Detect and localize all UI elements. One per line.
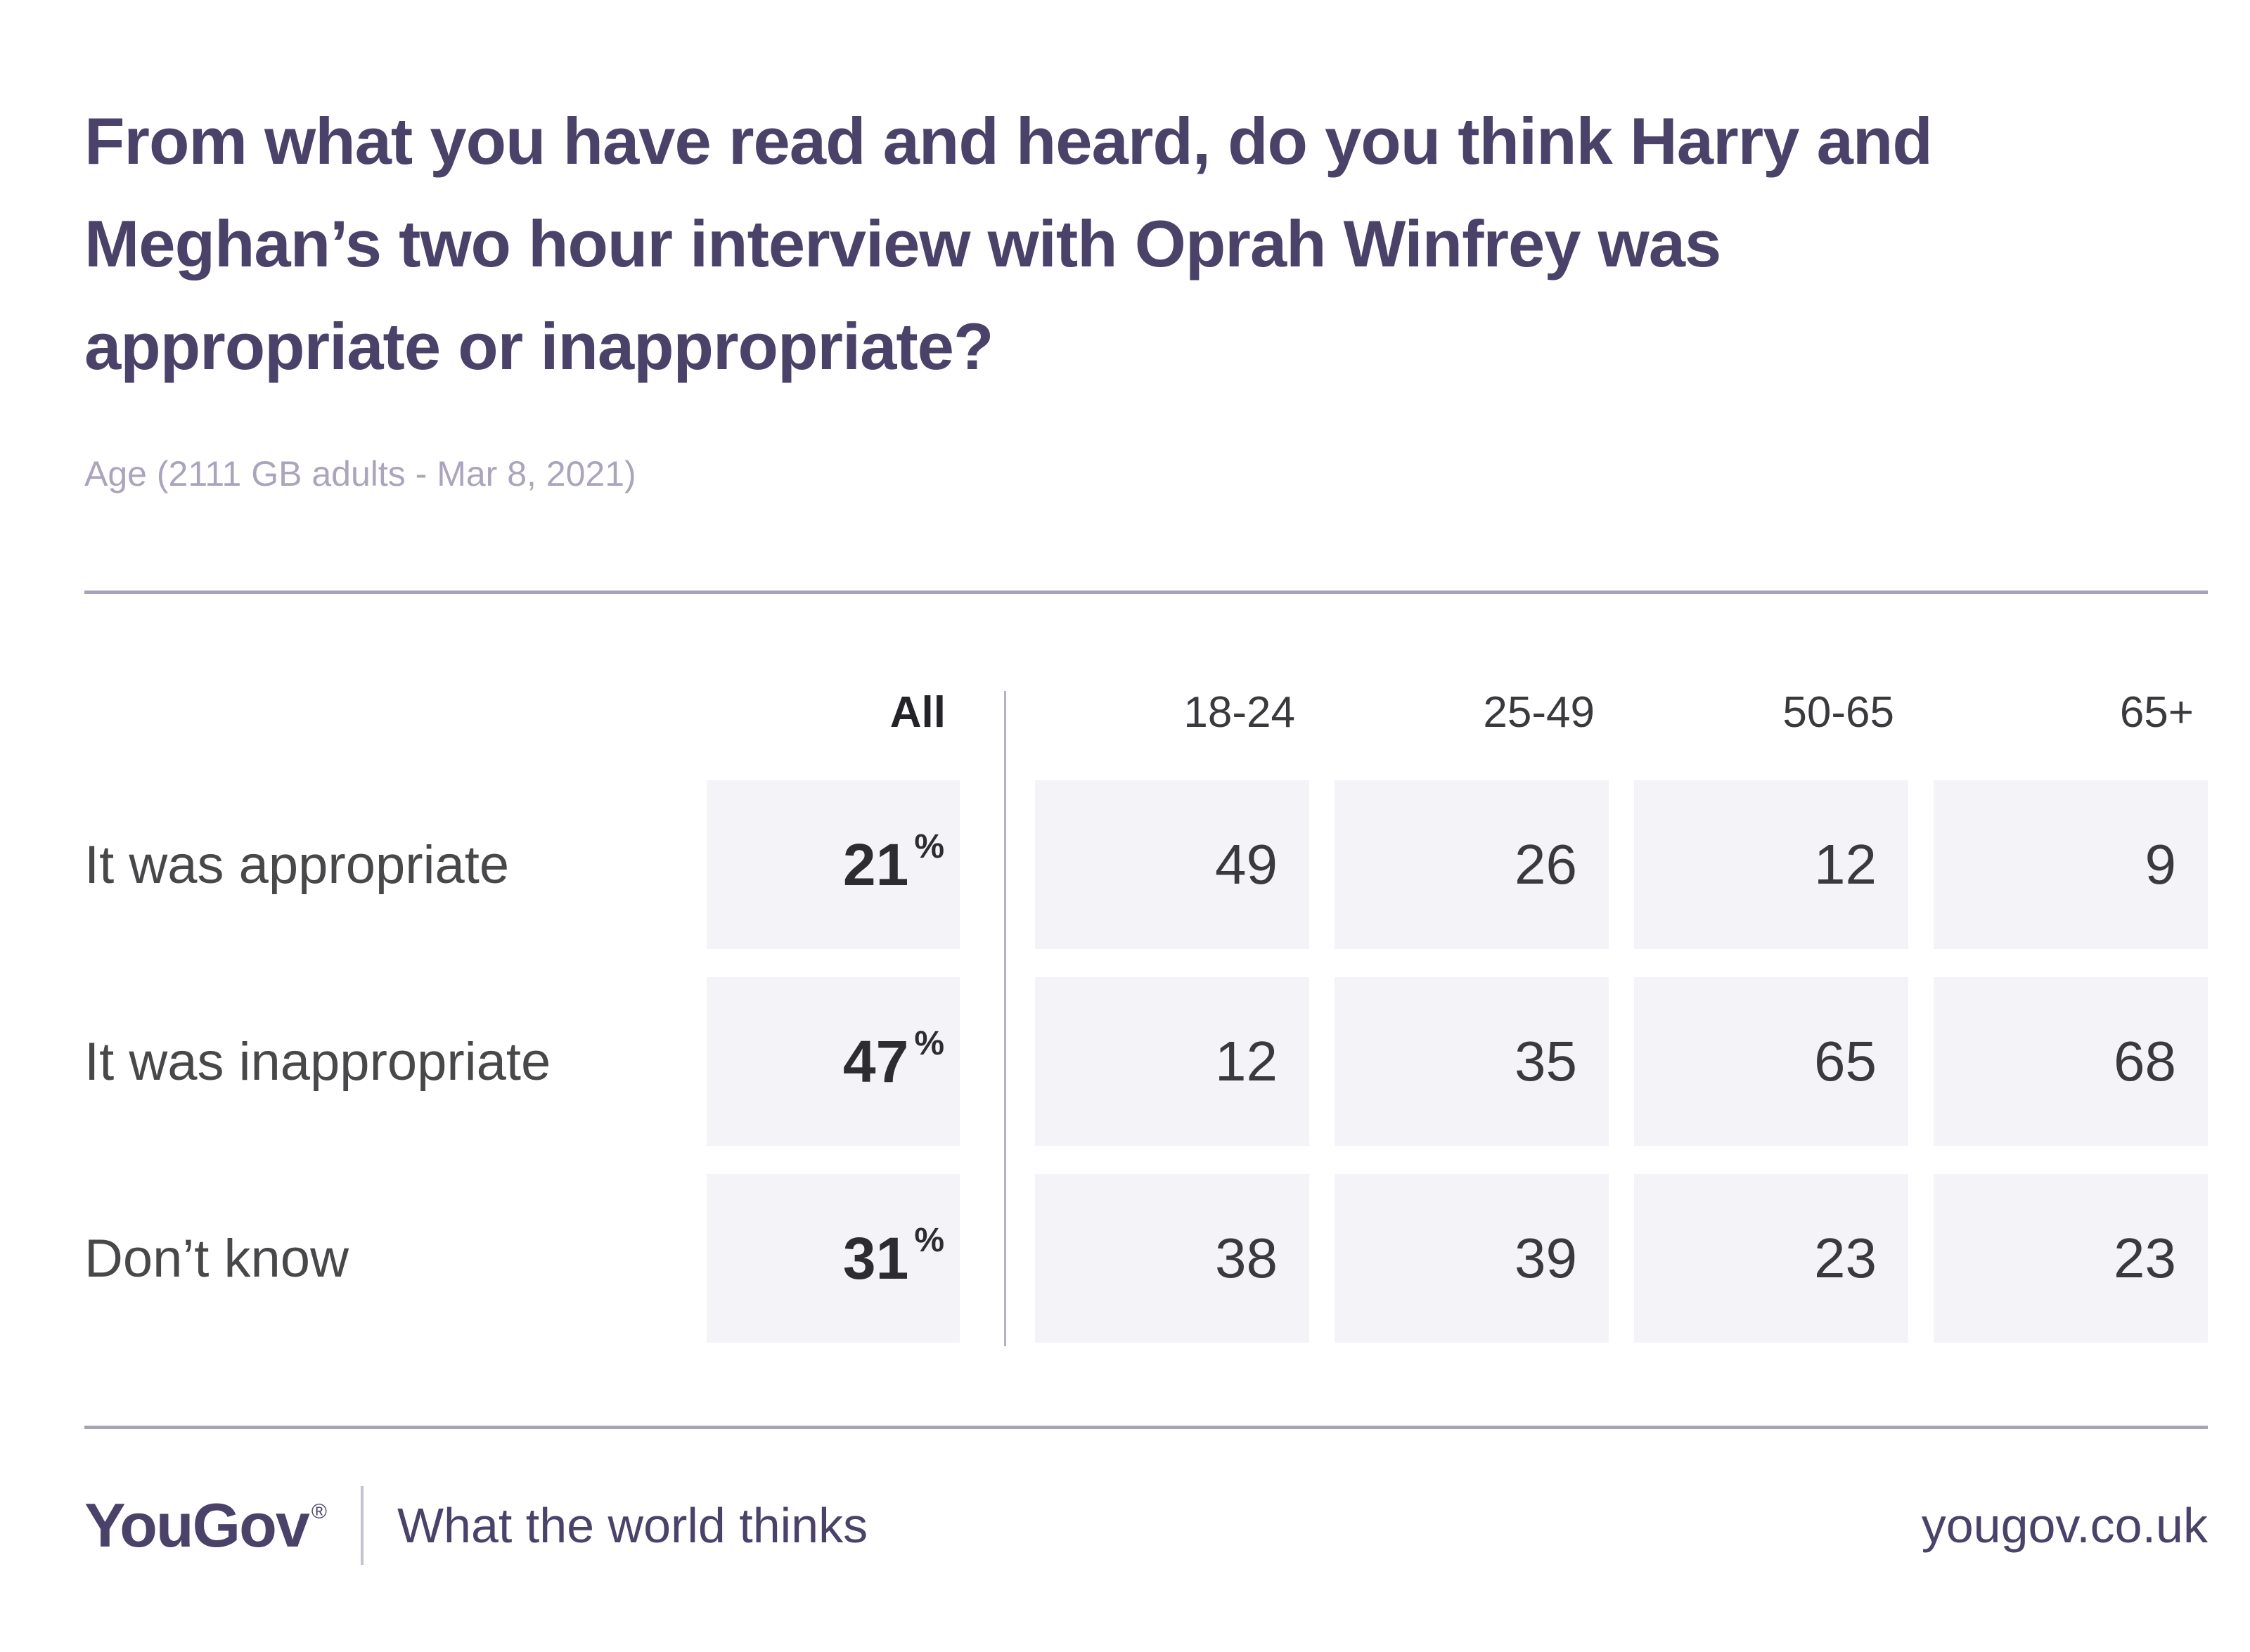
top-divider: [84, 591, 2208, 594]
value-cell-25-49: 26: [1335, 780, 1609, 949]
yougov-logo-text: YouGov: [84, 1490, 310, 1560]
footer: YouGov ® What the world thinks yougov.co.…: [84, 1466, 2208, 1585]
value-cell-18-24: 38: [1035, 1174, 1309, 1343]
page-title-line-3: appropriate or inappropriate?: [84, 309, 994, 383]
row-label: Don’t know: [84, 1228, 349, 1289]
all-value: 31: [842, 1225, 909, 1291]
value-cell-18-24: 49: [1035, 780, 1309, 949]
column-gap: [960, 977, 1010, 1146]
table-header-row: All 18-24 25-49 50-65 65+: [84, 685, 2208, 740]
sample-info-subtitle: Age (2111 GB adults - Mar 8, 2021): [84, 454, 636, 493]
value-cell-25-49: 39: [1335, 1174, 1609, 1343]
percent-sign: %: [914, 1221, 944, 1259]
row-label: It was appropriate: [84, 834, 510, 895]
value-cell-25-49: 35: [1335, 977, 1609, 1146]
registered-trademark-icon: ®: [311, 1500, 327, 1523]
table-row-dont-know: Don’t know 31 % 38 39 23 23: [84, 1174, 2208, 1343]
page-title: From what you have read and heard, do yo…: [84, 90, 1933, 398]
column-header-18-24: 18-24: [1183, 688, 1295, 737]
results-table: All 18-24 25-49 50-65 65+ It was appropr…: [84, 685, 2208, 1371]
all-value: 47: [842, 1028, 909, 1095]
page-title-line-1: From what you have read and heard, do yo…: [84, 104, 1933, 178]
table-row-appropriate: It was appropriate 21 % 49 26 12 9: [84, 780, 2208, 949]
value-cell-65plus: 23: [1934, 1174, 2208, 1343]
footer-url: yougov.co.uk: [1921, 1498, 2208, 1553]
all-value-cell: 21 %: [707, 780, 960, 949]
value-cell-65plus: 68: [1934, 977, 2208, 1146]
column-gap: [960, 1174, 1010, 1343]
table-row-inappropriate: It was inappropriate 47 % 12 35 65 68: [84, 977, 2208, 1146]
column-header-all: All: [889, 688, 946, 737]
value-cell-50-65: 65: [1634, 977, 1908, 1146]
column-gap: [960, 780, 1010, 949]
column-header-25-49: 25-49: [1483, 688, 1595, 737]
footer-separator: [360, 1486, 364, 1565]
all-column-divider: [1004, 691, 1006, 1346]
footer-tagline: What the world thinks: [397, 1498, 868, 1553]
value-cell-50-65: 23: [1634, 1174, 1908, 1343]
column-header-65plus: 65+: [2119, 688, 2194, 737]
percent-sign: %: [914, 1024, 944, 1062]
column-header-50-65: 50-65: [1782, 688, 1894, 737]
value-cell-50-65: 12: [1634, 780, 1908, 949]
value-cell-65plus: 9: [1934, 780, 2208, 949]
all-value-cell: 47 %: [707, 977, 960, 1146]
value-cell-18-24: 12: [1035, 977, 1309, 1146]
row-label: It was inappropriate: [84, 1031, 551, 1092]
all-value-cell: 31 %: [707, 1174, 960, 1343]
page-title-line-2: Meghan’s two hour interview with Oprah W…: [84, 207, 1721, 280]
all-value: 21: [842, 831, 909, 898]
yougov-logo: YouGov ®: [84, 1490, 327, 1561]
percent-sign: %: [914, 827, 944, 865]
bottom-divider: [84, 1426, 2208, 1429]
